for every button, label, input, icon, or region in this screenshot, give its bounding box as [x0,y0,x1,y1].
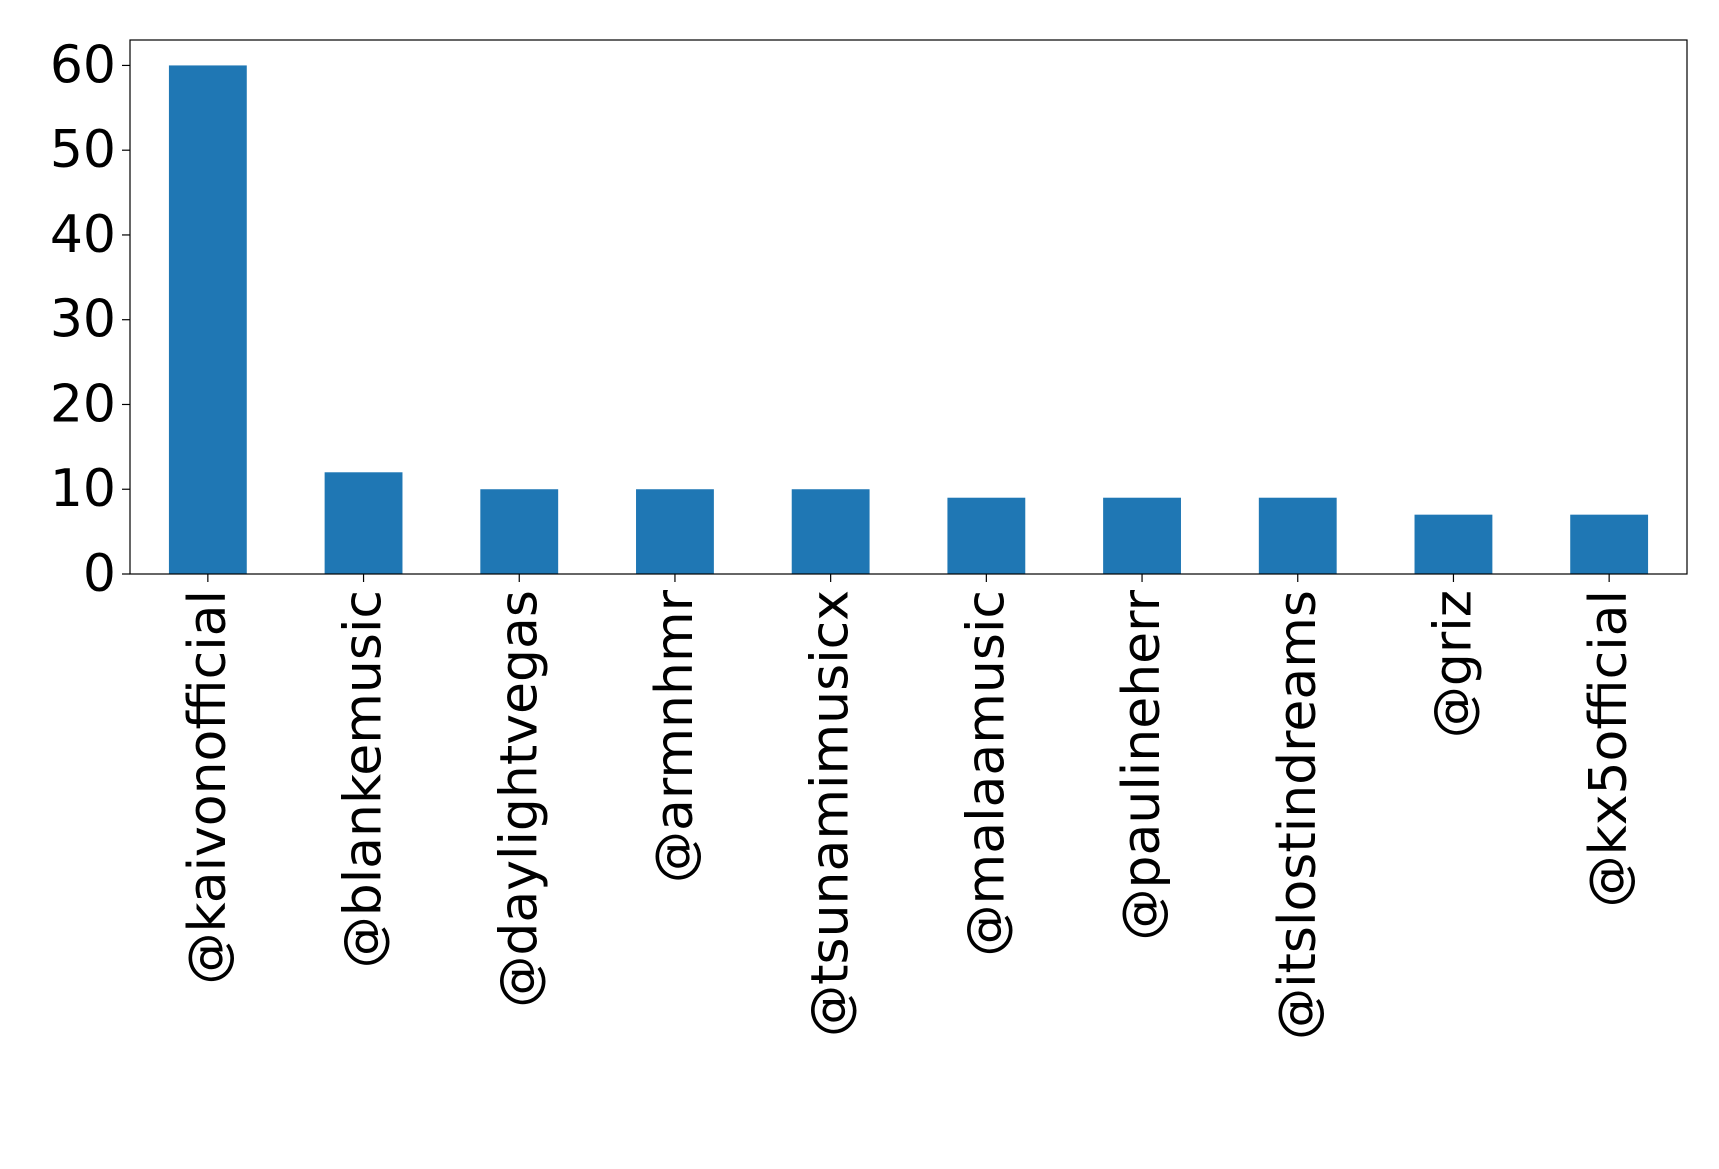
x-tick-label: @daylightvegas [489,590,549,1008]
bar [791,489,870,574]
y-tick-label: 60 [50,35,116,95]
x-tick-label: @paulineherr [1112,589,1172,940]
x-tick-label: @armnhmr [645,589,705,883]
bar [1570,514,1649,574]
plot-frame [129,39,1688,575]
bar [1258,497,1337,574]
y-tick-label: 10 [50,459,116,519]
x-tick-label: @kx5official [1579,590,1639,907]
x-tick-label: @blankemusic [334,590,394,968]
bar [480,489,559,574]
x-tick-label: @griz [1423,590,1483,738]
bar [1103,497,1181,574]
x-tick-label: @itslostindreams [1268,590,1328,1040]
bar [636,489,714,574]
x-tick-label: @tsunamimusicx [801,590,861,1037]
y-tick-label: 20 [50,374,116,434]
y-tick-label: 30 [50,290,116,350]
y-tick-label: 50 [50,120,116,180]
bar [168,65,247,574]
bar [324,472,403,574]
x-tick-label: @kaivonofficial [178,590,238,985]
y-tick-label: 0 [83,544,116,604]
bar [947,497,1026,574]
x-tick-label: @malaamusic [956,590,1016,956]
bar [1414,514,1493,574]
y-tick-label: 40 [50,205,116,265]
